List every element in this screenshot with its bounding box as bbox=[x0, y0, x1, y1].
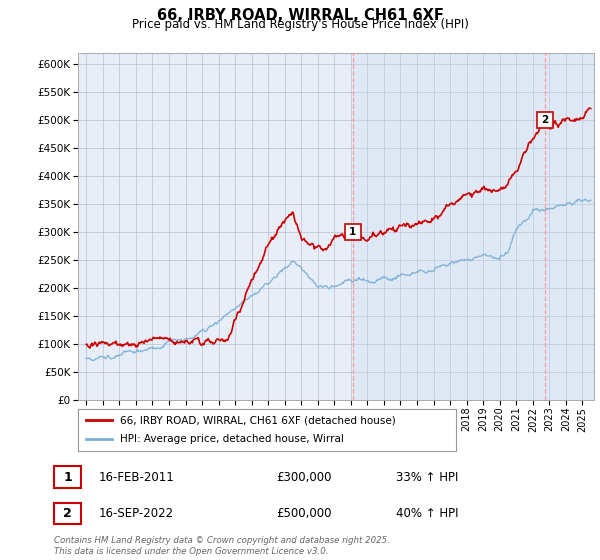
Text: £300,000: £300,000 bbox=[276, 470, 331, 484]
Text: 1: 1 bbox=[63, 470, 72, 484]
Text: 16-FEB-2011: 16-FEB-2011 bbox=[99, 470, 175, 484]
Text: 16-SEP-2022: 16-SEP-2022 bbox=[99, 507, 174, 520]
Text: 66, IRBY ROAD, WIRRAL, CH61 6XF: 66, IRBY ROAD, WIRRAL, CH61 6XF bbox=[157, 8, 443, 24]
Text: 40% ↑ HPI: 40% ↑ HPI bbox=[396, 507, 458, 520]
Text: Price paid vs. HM Land Registry's House Price Index (HPI): Price paid vs. HM Land Registry's House … bbox=[131, 18, 469, 31]
Text: HPI: Average price, detached house, Wirral: HPI: Average price, detached house, Wirr… bbox=[119, 435, 343, 445]
Text: £500,000: £500,000 bbox=[276, 507, 331, 520]
Text: 2: 2 bbox=[63, 507, 72, 520]
Text: 1: 1 bbox=[349, 227, 356, 237]
Bar bbox=[353, 53, 594, 400]
Text: 2: 2 bbox=[541, 115, 548, 125]
Text: 66, IRBY ROAD, WIRRAL, CH61 6XF (detached house): 66, IRBY ROAD, WIRRAL, CH61 6XF (detache… bbox=[119, 415, 395, 425]
Text: Contains HM Land Registry data © Crown copyright and database right 2025.
This d: Contains HM Land Registry data © Crown c… bbox=[54, 536, 390, 556]
Text: 33% ↑ HPI: 33% ↑ HPI bbox=[396, 470, 458, 484]
